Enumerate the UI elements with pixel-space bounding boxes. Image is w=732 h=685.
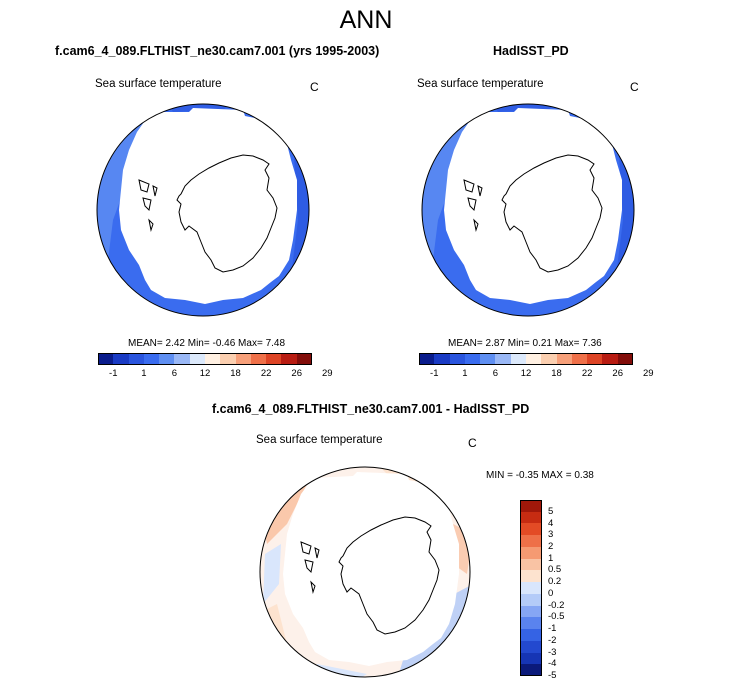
- colorbar-model-swatch: [250, 353, 267, 365]
- colorbar-diff-tick-label: -4: [548, 658, 557, 670]
- colorbar-diff-swatch: [520, 558, 542, 571]
- colorbar-ticks-model: -1 1 6 12 18 22 26 29: [98, 368, 333, 380]
- colorbar-diff-tick-label: -0.2: [548, 599, 565, 611]
- colorbar-obs-tick-label: 12: [520, 368, 532, 379]
- colorbar-diff-tick-label: 1: [548, 552, 554, 564]
- colorbar-obs-swatch: [480, 353, 496, 365]
- polar-map-model: [96, 103, 310, 317]
- colorbar-diff-tick-label: 5: [548, 505, 554, 517]
- colorbar-model-tick-label: 12: [199, 368, 211, 379]
- colorbar-diff-tick-label: 0.5: [548, 564, 562, 576]
- colorbar-model-swatch: [113, 353, 129, 365]
- colorbar-diff-tick-label: -3: [548, 646, 557, 658]
- colorbar-diff-tick-label: -2: [548, 634, 557, 646]
- colorbar-model-swatch: [235, 353, 252, 365]
- colorbar-obs-tick-label: 29: [642, 368, 654, 379]
- colorbar-diff-swatch: [520, 652, 542, 665]
- colorbar-diff-swatch: [520, 500, 542, 513]
- colorbar-obs-swatch: [526, 353, 542, 365]
- variable-label-obs: Sea surface temperature: [417, 78, 544, 90]
- panel-title-diff: f.cam6_4_089.FLTHIST_ne30.cam7.001 - Had…: [212, 402, 530, 416]
- colorbar-diff-tick-label: 2: [548, 540, 554, 552]
- colorbar-model-swatch: [281, 353, 297, 365]
- colorbar-diff-swatch: [520, 535, 542, 548]
- colorbar-model-swatch: [205, 353, 221, 365]
- colorbar-diff-tick-label: -5: [548, 670, 557, 681]
- colorbar-diff-swatch: [520, 617, 542, 630]
- colorbar-model-tick-label: 18: [230, 368, 241, 379]
- variable-label-diff: Sea surface temperature: [256, 434, 383, 446]
- panel-title-model: f.cam6_4_089.FLTHIST_ne30.cam7.001 (yrs …: [55, 44, 380, 58]
- colorbar-obs-swatch: [541, 353, 557, 365]
- colorbar-diff: [520, 500, 542, 677]
- colorbar-diff-tick-label: 3: [548, 529, 554, 541]
- stats-obs: MEAN= 2.87 Min= 0.21 Max= 7.36: [448, 338, 602, 349]
- colorbar-diff-swatch: [520, 605, 542, 618]
- colorbar-diff-swatch: [520, 664, 542, 677]
- colorbar-model-swatch: [143, 353, 160, 365]
- colorbar-model: [98, 353, 313, 365]
- colorbar-model-swatch: [266, 353, 282, 365]
- colorbar-model-tick-label: 1: [141, 368, 147, 379]
- colorbar-model-swatch: [189, 353, 206, 365]
- colorbar-obs-swatch: [602, 353, 618, 365]
- colorbar-diff-tick-label: 0.2: [548, 576, 562, 588]
- colorbar-obs-swatch: [510, 353, 527, 365]
- unit-label-obs: C: [630, 80, 639, 94]
- colorbar-obs-swatch: [419, 353, 435, 365]
- colorbar-model-swatch: [174, 353, 190, 365]
- unit-label-diff: C: [468, 436, 477, 450]
- colorbar-obs-swatch: [617, 353, 634, 365]
- colorbar-obs-frame: [419, 353, 633, 365]
- colorbar-diff-tick-label: 4: [548, 517, 554, 529]
- colorbar-model-tick-label: 6: [171, 368, 178, 379]
- colorbar-obs-swatch: [495, 353, 511, 365]
- colorbar-model-swatch: [220, 353, 236, 365]
- colorbar-obs-tick-label: 6: [492, 368, 499, 379]
- colorbar-diff-swatch: [520, 582, 542, 595]
- colorbar-obs-tick-label: 22: [581, 368, 593, 379]
- colorbar-obs-swatch: [587, 353, 603, 365]
- colorbar-obs-swatch: [464, 353, 481, 365]
- variable-label-model: Sea surface temperature: [95, 78, 222, 90]
- polar-map-obs: [421, 103, 635, 317]
- colorbar-diff-tick-label: 0: [548, 587, 554, 599]
- page-title: ANN: [339, 6, 393, 34]
- colorbar-model-tick-label: 29: [321, 368, 333, 379]
- colorbar-model-tick-label: 26: [291, 368, 302, 379]
- panel-title-obs: HadISST_PD: [493, 44, 569, 58]
- colorbar-model-frame: [98, 353, 312, 365]
- colorbar-diff-swatch: [520, 640, 542, 653]
- colorbar-diff-swatch: [520, 570, 542, 583]
- colorbar-obs-tick-label: 26: [612, 368, 623, 379]
- colorbar-obs-swatch: [571, 353, 588, 365]
- stats-model: MEAN= 2.42 Min= -0.46 Max= 7.48: [128, 338, 286, 349]
- colorbar-obs-tick-label: 18: [551, 368, 562, 379]
- colorbar-diff-swatch: [520, 511, 542, 524]
- colorbar-obs: [419, 353, 634, 365]
- colorbar-diff-swatch: [520, 523, 542, 536]
- colorbar-diff-swatch: [520, 546, 542, 559]
- polar-map-diff: [259, 466, 471, 678]
- colorbar-model-swatch: [128, 353, 145, 365]
- colorbar-obs-swatch: [449, 353, 466, 365]
- colorbar-model-swatch: [98, 353, 114, 365]
- colorbar-diff-frame: [520, 500, 542, 676]
- colorbar-model-tick-label: 22: [260, 368, 272, 379]
- colorbar-diff-tick-label: -1: [548, 623, 557, 635]
- unit-label-model: C: [310, 80, 319, 94]
- colorbar-model-swatch: [296, 353, 313, 365]
- colorbar-obs-tick-label: -1: [430, 368, 439, 379]
- colorbar-diff-tick-label: -0.5: [548, 611, 565, 623]
- colorbar-ticks-obs: -1 1 6 12 18 22 26 29: [419, 368, 654, 380]
- colorbar-obs-swatch: [556, 353, 573, 365]
- colorbar-model-swatch: [159, 353, 175, 365]
- colorbar-model-tick-label: -1: [109, 368, 118, 379]
- colorbar-ticks-diff: 5 4 3 2 1 0.5 0.2 0 -0.2 -0.5 -1 -2 -3 -4 -5: [546, 500, 586, 681]
- colorbar-obs-swatch: [434, 353, 450, 365]
- stats-diff: MIN = -0.35 MAX = 0.38: [486, 470, 594, 481]
- colorbar-diff-swatch: [520, 593, 542, 606]
- colorbar-diff-swatch: [520, 629, 542, 642]
- colorbar-obs-tick-label: 1: [462, 368, 468, 379]
